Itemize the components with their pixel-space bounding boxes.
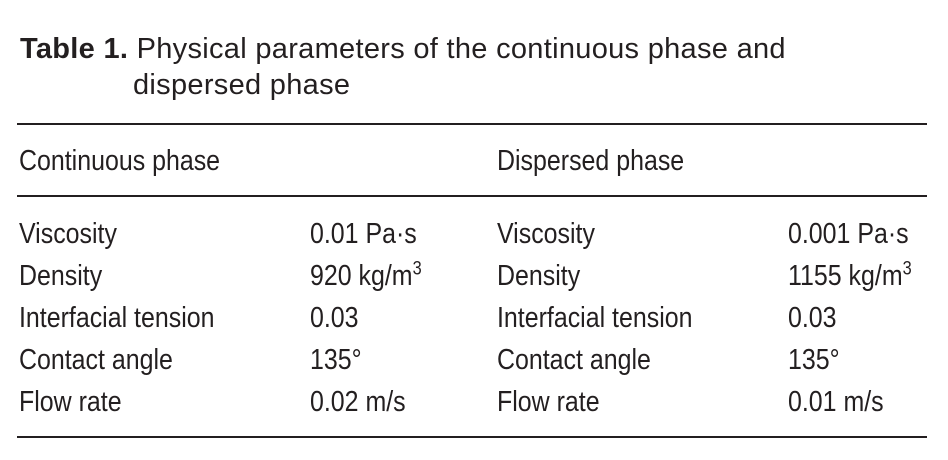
value-continuous-density-exponent: 3 <box>412 258 422 280</box>
value-dispersed-contact-angle: 135° <box>788 344 840 376</box>
value-dispersed-interfacial-tension: 0.03 <box>788 302 837 334</box>
value-dispersed-density-exponent: 3 <box>902 258 912 280</box>
param-continuous-interfacial-tension: Interfacial tension <box>19 302 215 334</box>
param-continuous-density: Density <box>19 260 103 292</box>
value-continuous-flow-rate: 0.02 m/s <box>310 386 406 418</box>
caption-text-line1: Physical parameters of the continuous ph… <box>136 33 786 65</box>
header-rule <box>17 195 927 197</box>
param-continuous-viscosity: Viscosity <box>19 218 117 250</box>
value-dispersed-density-text: 1155 kg/m <box>788 260 903 292</box>
bottom-rule <box>17 436 927 438</box>
value-continuous-density-text: 920 kg/m <box>310 260 413 292</box>
param-continuous-flow-rate: Flow rate <box>19 386 122 418</box>
value-continuous-viscosity: 0.01 Pa·s <box>310 218 417 250</box>
table-caption: Table 1. Physical parameters of the cont… <box>20 31 930 103</box>
table-label: Table 1. <box>20 33 129 65</box>
param-dispersed-viscosity: Viscosity <box>497 218 595 250</box>
value-continuous-density: 920 kg/m3 <box>310 258 422 292</box>
value-continuous-contact-angle: 135° <box>310 344 362 376</box>
value-continuous-interfacial-tension: 0.03 <box>310 302 359 334</box>
value-dispersed-flow-rate: 0.01 m/s <box>788 386 884 418</box>
header-continuous-phase: Continuous phase <box>19 145 221 177</box>
top-rule <box>17 123 927 125</box>
param-dispersed-flow-rate: Flow rate <box>497 386 600 418</box>
param-dispersed-density: Density <box>497 260 581 292</box>
param-continuous-contact-angle: Contact angle <box>19 344 173 376</box>
param-dispersed-interfacial-tension: Interfacial tension <box>497 302 693 334</box>
header-dispersed-phase: Dispersed phase <box>497 145 685 177</box>
param-dispersed-contact-angle: Contact angle <box>497 344 651 376</box>
value-dispersed-density: 1155 kg/m3 <box>788 258 912 292</box>
value-dispersed-viscosity: 0.001 Pa·s <box>788 218 909 250</box>
caption-text-line2: dispersed phase <box>133 69 351 101</box>
